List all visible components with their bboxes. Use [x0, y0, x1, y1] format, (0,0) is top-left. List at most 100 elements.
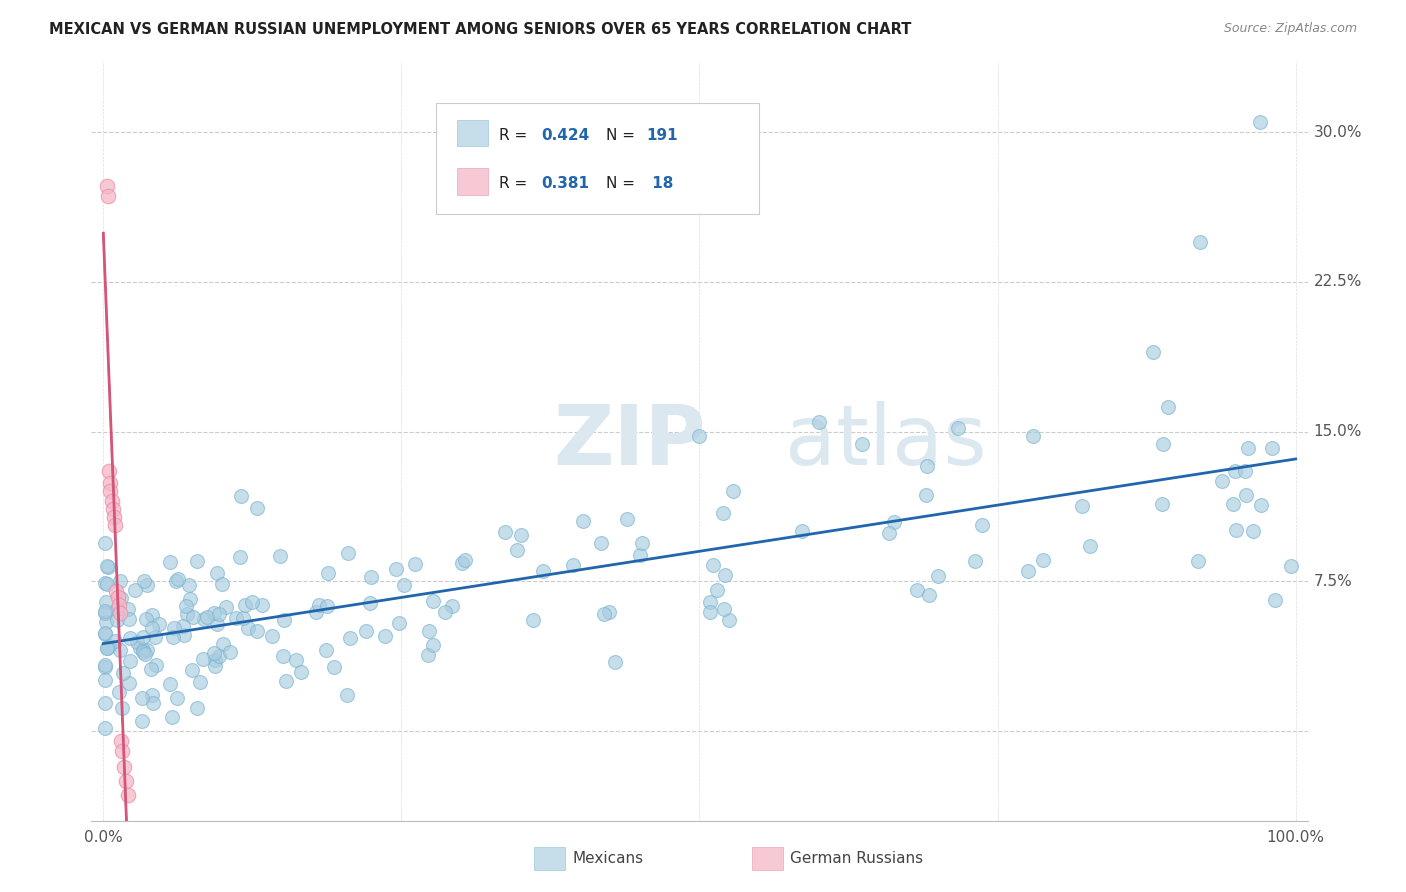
Point [103, 510, 125, 524]
Point [136, 578, 159, 592]
Point [562, 558, 585, 572]
Point [135, 643, 157, 657]
Point [851, 436, 873, 450]
Point [98, 639, 121, 653]
Point [315, 599, 337, 613]
Point [132, 643, 155, 657]
Point [128, 640, 150, 655]
Point [94, 595, 117, 609]
Point [195, 610, 218, 624]
Point [598, 605, 620, 619]
Point [118, 631, 141, 645]
Point [360, 569, 382, 583]
Point [96, 640, 118, 655]
Text: ZIP: ZIP [554, 401, 706, 482]
Point [117, 602, 139, 616]
Point [1225, 523, 1247, 537]
Point [117, 788, 139, 802]
Point [162, 710, 184, 724]
Point [905, 583, 928, 598]
Point [176, 607, 198, 622]
Point [418, 624, 440, 638]
Point [166, 690, 188, 705]
Point [108, 643, 131, 657]
Point [572, 515, 595, 529]
Point [204, 607, 226, 621]
Point [509, 527, 531, 541]
Point [1142, 344, 1164, 359]
Point [305, 605, 328, 619]
Point [142, 697, 165, 711]
Point [628, 548, 651, 562]
Point [1237, 441, 1260, 455]
Point [112, 760, 135, 774]
Point [1032, 553, 1054, 567]
Point [105, 584, 128, 599]
Point [450, 557, 472, 571]
Point [110, 574, 132, 589]
Point [188, 675, 211, 690]
Point [98, 465, 121, 479]
Text: R =: R = [499, 177, 533, 192]
Point [96, 615, 118, 630]
Point [1017, 564, 1039, 578]
Point [162, 630, 184, 644]
Point [111, 744, 134, 758]
Point [240, 595, 263, 609]
Point [688, 428, 710, 442]
Point [269, 549, 291, 564]
Point [506, 543, 529, 558]
Point [141, 608, 163, 623]
Text: 22.5%: 22.5% [1313, 275, 1362, 289]
Point [159, 555, 181, 569]
Point [1249, 115, 1271, 129]
Point [165, 574, 187, 588]
Point [205, 566, 228, 581]
Point [918, 588, 941, 602]
Point [1241, 524, 1264, 538]
Text: N =: N = [606, 128, 640, 144]
Point [702, 558, 724, 573]
Point [111, 701, 134, 715]
Point [1250, 499, 1272, 513]
Point [285, 653, 308, 667]
Point [96, 559, 118, 574]
Point [374, 629, 396, 643]
Text: 7.5%: 7.5% [1313, 574, 1353, 589]
Point [205, 616, 228, 631]
Point [100, 494, 122, 508]
Point [100, 484, 122, 499]
Point [229, 489, 252, 503]
Point [105, 602, 128, 616]
Point [1211, 475, 1233, 489]
Point [422, 594, 444, 608]
Text: 0.424: 0.424 [541, 128, 589, 144]
Text: MEXICAN VS GERMAN RUSSIAN UNEMPLOYMENT AMONG SENIORS OVER 65 YEARS CORRELATION C: MEXICAN VS GERMAN RUSSIAN UNEMPLOYMENT A… [49, 22, 911, 37]
Point [93, 657, 115, 672]
Point [110, 591, 132, 605]
Point [441, 599, 464, 614]
Point [107, 590, 129, 604]
Point [108, 685, 131, 699]
Point [1150, 497, 1173, 511]
Point [245, 500, 267, 515]
Point [193, 612, 215, 626]
Point [93, 607, 115, 621]
Text: Mexicans: Mexicans [572, 851, 644, 865]
Point [603, 655, 626, 669]
Point [215, 600, 238, 615]
Point [271, 648, 294, 663]
Point [422, 638, 444, 652]
Point [96, 179, 118, 194]
Point [927, 568, 949, 582]
Text: 18: 18 [647, 177, 673, 192]
Point [1233, 465, 1256, 479]
Point [218, 645, 240, 659]
Point [211, 577, 233, 591]
Point [404, 558, 426, 572]
Point [131, 690, 153, 705]
Point [315, 643, 337, 657]
Point [93, 626, 115, 640]
Point [1223, 464, 1246, 478]
Point [494, 524, 516, 539]
